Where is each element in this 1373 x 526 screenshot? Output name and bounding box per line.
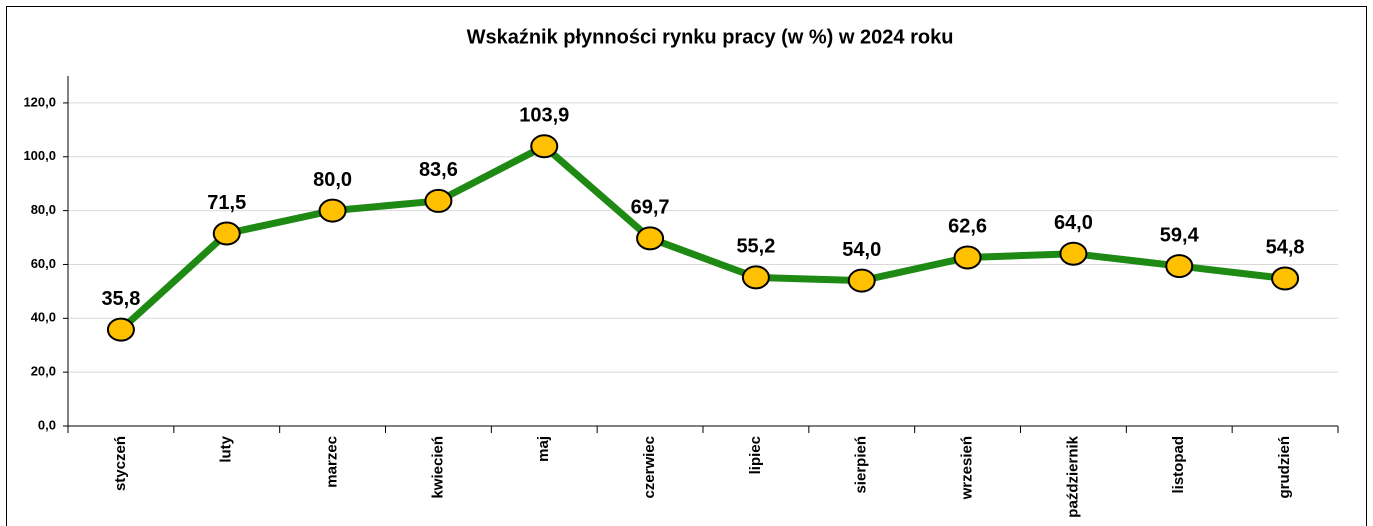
x-tick-label: luty [218,435,235,462]
x-tick-label: maj [535,436,552,462]
x-tick-label: październik [1064,435,1081,517]
x-tick-label: kwiecień [429,436,446,499]
marker [318,198,347,223]
value-label: 83,6 [419,159,458,181]
marker [530,134,559,159]
line [118,142,1286,333]
value-label: 55,2 [736,236,775,258]
marker [847,268,876,293]
x-tick-label: sierpień [853,436,870,494]
value-label: 64,0 [1054,212,1093,234]
y-tick-label: 80,0 [31,202,56,217]
y-tick-label: 20,0 [31,364,56,379]
frame [6,6,1367,526]
x-tick-label: lipiec [747,436,764,474]
y-tick-label: 100,0 [23,148,56,163]
marker [1165,254,1194,279]
x-tick-label: listopad [1170,436,1187,494]
value-label: 35,8 [101,288,140,310]
x-tick-label: czerwiec [641,436,658,499]
chart-title: Wskaźnik płynności rynku pracy (w %) w 2… [467,26,954,48]
marker [953,245,982,270]
marker [1059,241,1088,266]
marker [636,226,665,251]
marker [424,188,453,213]
y-tick-label: 60,0 [31,256,56,271]
value-label: 71,5 [207,192,246,214]
marker [106,317,135,342]
value-label: 80,0 [313,169,352,191]
y-tick-label: 0,0 [38,417,56,432]
x-tick-label: marzec [324,436,341,488]
value-label: 69,7 [631,197,670,219]
y-tick-label: 120,0 [23,94,56,109]
value-label: 59,4 [1160,224,1200,246]
marker [1271,266,1300,291]
value-label: 54,8 [1266,237,1305,259]
x-tick-label: wrzesień [959,436,976,500]
value-label: 103,9 [519,105,569,127]
y-tick-label: 40,0 [31,310,56,325]
marker [741,265,770,290]
value-label: 62,6 [948,216,987,238]
value-label: 54,0 [842,239,881,261]
x-tick-label: grudzień [1276,436,1293,499]
marker [212,221,241,246]
x-tick-label: styczeń [112,436,129,491]
